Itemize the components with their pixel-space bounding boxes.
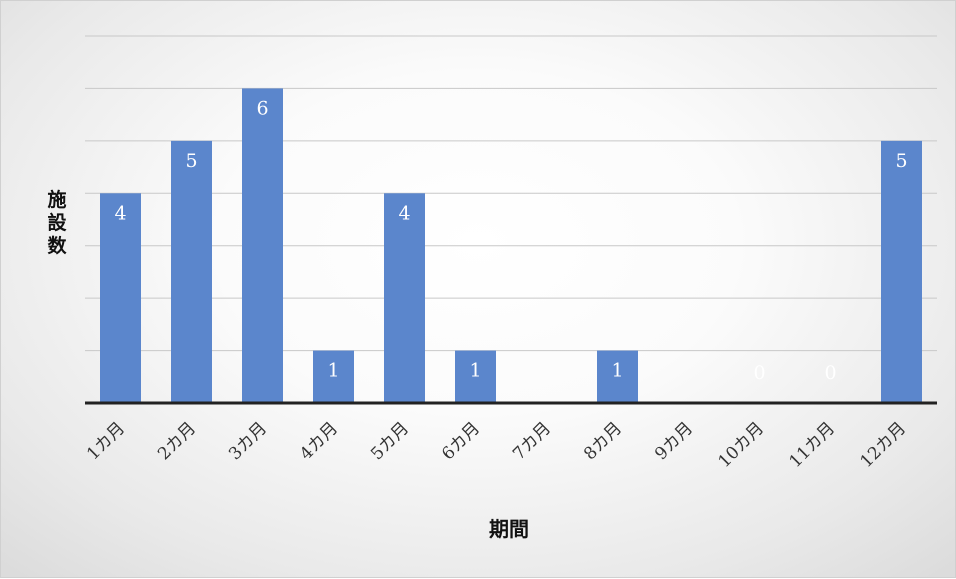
- y-axis-title-char: 施: [47, 188, 66, 211]
- data-label: 5: [185, 150, 197, 172]
- data-label: 4: [114, 202, 126, 224]
- bar: [881, 140, 922, 403]
- data-label: 6: [256, 97, 268, 119]
- bar: [313, 350, 354, 403]
- y-axis-title-char: 数: [47, 234, 67, 257]
- data-label: 0: [824, 362, 836, 384]
- data-label: 1: [611, 360, 623, 382]
- x-tick-label: 1カ月: [83, 418, 129, 464]
- x-tick-label: 7カ月: [509, 418, 555, 464]
- data-label: 0: [753, 362, 765, 384]
- x-tick-label: 4カ月: [296, 418, 342, 464]
- bar: [455, 350, 496, 403]
- x-tick-label: 12カ月: [857, 418, 910, 471]
- data-label: 4: [398, 202, 410, 224]
- bar: [384, 193, 425, 403]
- x-tick-label: 2カ月: [154, 418, 200, 464]
- x-tick-label: 3カ月: [225, 418, 271, 464]
- bar: [100, 193, 141, 403]
- data-label: 5: [895, 150, 907, 172]
- bar: [242, 88, 283, 403]
- bar: [171, 140, 212, 403]
- y-axis-title: 施設数: [47, 188, 67, 257]
- x-tick-label: 8カ月: [580, 418, 626, 464]
- data-label: 1: [327, 360, 339, 382]
- bars: [100, 88, 922, 403]
- data-labels: 4 5 6 1 4 1 1 0 0 5: [114, 97, 907, 384]
- x-tick-label: 6カ月: [438, 418, 484, 464]
- x-tick-labels: 1カ月 2カ月 3カ月 4カ月 5カ月 6カ月 7カ月 8カ月 9カ月 10カ月 11カ月 12カ月: [83, 418, 910, 471]
- gridlines: [85, 35, 937, 352]
- x-tick-label: 11カ月: [786, 418, 839, 471]
- x-tick-label: 10カ月: [715, 418, 768, 471]
- x-axis-title: 期間: [489, 517, 529, 541]
- x-tick-label: 9カ月: [651, 418, 697, 464]
- y-axis-title-char: 設: [47, 211, 67, 234]
- data-label: 1: [469, 360, 481, 382]
- bar: [597, 350, 638, 403]
- x-tick-label: 5カ月: [367, 418, 413, 464]
